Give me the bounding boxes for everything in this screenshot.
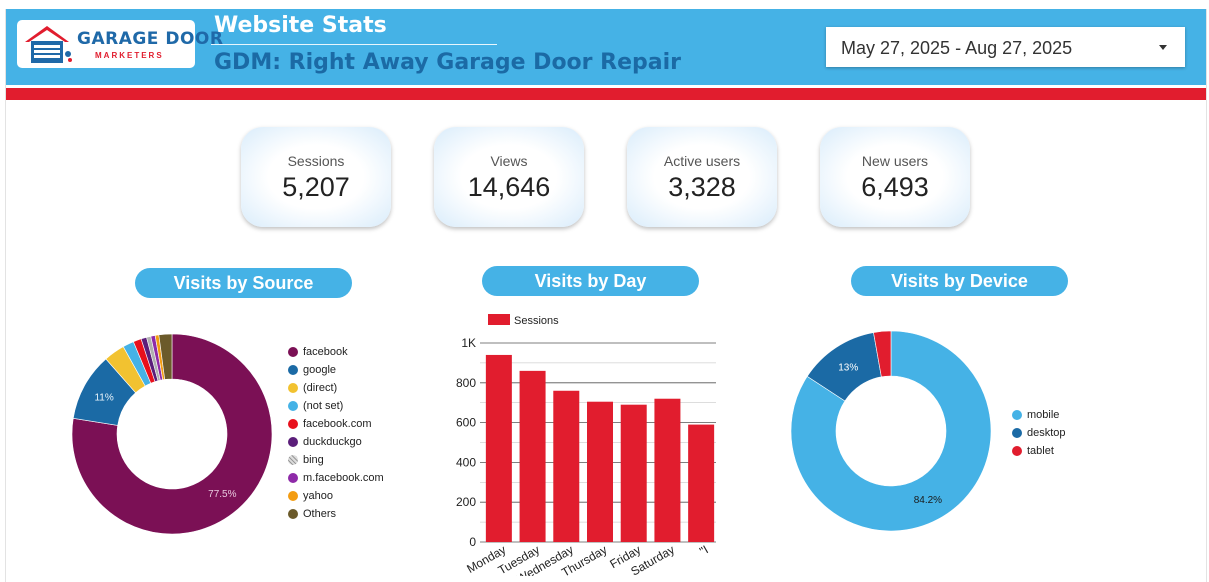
kpi-label: New users xyxy=(861,153,929,169)
bar-friday[interactable] xyxy=(620,404,647,542)
date-range-picker[interactable]: May 27, 2025 - Aug 27, 2025 xyxy=(826,27,1185,67)
source-legend-label: google xyxy=(303,364,337,376)
device-legend-swatch xyxy=(1012,428,1022,438)
source-data-label: 11% xyxy=(94,393,113,404)
source-legend-swatch xyxy=(288,455,298,465)
y-tick-label: 800 xyxy=(456,376,476,390)
y-tick-label: 1K xyxy=(461,336,476,350)
source-legend-swatch xyxy=(288,347,298,357)
source-legend-label: duckduckgo xyxy=(303,436,362,448)
kpi-value: 6,493 xyxy=(861,172,929,202)
device-data-label: 13% xyxy=(838,362,858,373)
device-legend-swatch xyxy=(1012,446,1022,456)
y-tick-label: 0 xyxy=(469,535,476,549)
y-tick-label: 600 xyxy=(456,416,476,430)
company-logo: GARAGE DOOR MARKETERS xyxy=(17,20,223,68)
bar-i[interactable] xyxy=(688,424,715,542)
source-slice-facebook[interactable] xyxy=(71,333,273,535)
source-legend-label: bing xyxy=(303,454,324,466)
source-legend-swatch xyxy=(288,419,298,429)
device-donut-chart: 84.2% 13% xyxy=(790,330,992,532)
device-data-label: 84.2% xyxy=(914,495,942,506)
kpi-label: Active users xyxy=(663,153,741,169)
bar-wednesday[interactable] xyxy=(553,390,580,542)
source-legend-swatch xyxy=(288,401,298,411)
source-legend-label: yahoo xyxy=(303,490,333,502)
kpi-value: 3,328 xyxy=(668,172,736,202)
page-subtitle: GDM: Right Away Garage Door Repair xyxy=(214,50,682,75)
date-range-text: May 27, 2025 - Aug 27, 2025 xyxy=(841,38,1073,58)
device-slice-mobile[interactable] xyxy=(790,330,992,532)
section-title-source: Visits by Source xyxy=(135,268,352,298)
source-data-label: 77.5% xyxy=(208,489,236,500)
device-legend-label: mobile xyxy=(1027,409,1060,421)
x-tick-label: "I xyxy=(697,542,711,558)
source-legend-swatch xyxy=(288,473,298,483)
day-bar-chart: Sessions02004006008001KMondayTuesdayWedn… xyxy=(456,314,716,576)
title-divider xyxy=(211,44,497,45)
day-legend-swatch xyxy=(488,314,510,325)
device-legend: mobile desktop tablet xyxy=(1012,409,1092,469)
kpi-card-sessions: Sessions 5,207 xyxy=(241,127,391,227)
kpi-value: 5,207 xyxy=(282,172,350,202)
header-bar: GARAGE DOOR MARKETERS Website Stats GDM:… xyxy=(6,9,1206,85)
page-title: Website Stats xyxy=(214,13,387,38)
y-tick-label: 400 xyxy=(456,455,476,469)
bar-monday[interactable] xyxy=(485,354,512,542)
source-legend-label: (direct) xyxy=(303,382,338,394)
kpi-card-active-users: Active users 3,328 xyxy=(627,127,777,227)
bar-thursday[interactable] xyxy=(587,401,613,542)
source-legend-swatch xyxy=(288,437,298,447)
section-title-day: Visits by Day xyxy=(482,266,699,296)
section-title-device: Visits by Device xyxy=(851,266,1068,296)
y-tick-label: 200 xyxy=(456,495,476,509)
source-legend-label: (not set) xyxy=(303,400,344,412)
source-legend-label: facebook.com xyxy=(303,418,372,430)
source-legend-label: m.facebook.com xyxy=(303,472,384,484)
source-legend-label: Others xyxy=(303,508,337,520)
kpi-card-new-users: New users 6,493 xyxy=(820,127,970,227)
source-legend-swatch xyxy=(288,509,298,519)
source-legend-swatch xyxy=(288,365,298,375)
kpi-card-views: Views 14,646 xyxy=(434,127,584,227)
bar-saturday[interactable] xyxy=(654,398,681,542)
device-legend-label: desktop xyxy=(1027,427,1066,439)
kpi-label: Views xyxy=(490,153,528,169)
source-legend-label: facebook xyxy=(303,346,348,358)
source-legend-swatch xyxy=(288,383,298,393)
garage-icon xyxy=(25,26,72,63)
logo-wordmark: GARAGE DOOR xyxy=(77,29,224,49)
accent-divider xyxy=(6,88,1206,100)
device-slice-tablet[interactable] xyxy=(873,330,892,378)
chevron-down-icon[interactable] xyxy=(1159,45,1167,50)
device-legend-label: tablet xyxy=(1027,445,1054,457)
source-legend: facebook google (direct) (not set) facebook.… xyxy=(288,346,408,526)
logo-tagline: MARKETERS xyxy=(95,51,164,60)
source-legend-swatch xyxy=(288,491,298,501)
source-slice-others[interactable] xyxy=(158,333,173,380)
dashboard-frame: GARAGE DOOR MARKETERS Website Stats GDM:… xyxy=(5,9,1207,582)
device-legend-swatch xyxy=(1012,410,1022,420)
kpi-label: Sessions xyxy=(287,153,345,169)
source-donut-chart: 77.5% 11% xyxy=(71,333,273,535)
bar-tuesday[interactable] xyxy=(519,370,546,542)
day-legend-label: Sessions xyxy=(514,315,559,327)
kpi-value: 14,646 xyxy=(467,172,551,202)
